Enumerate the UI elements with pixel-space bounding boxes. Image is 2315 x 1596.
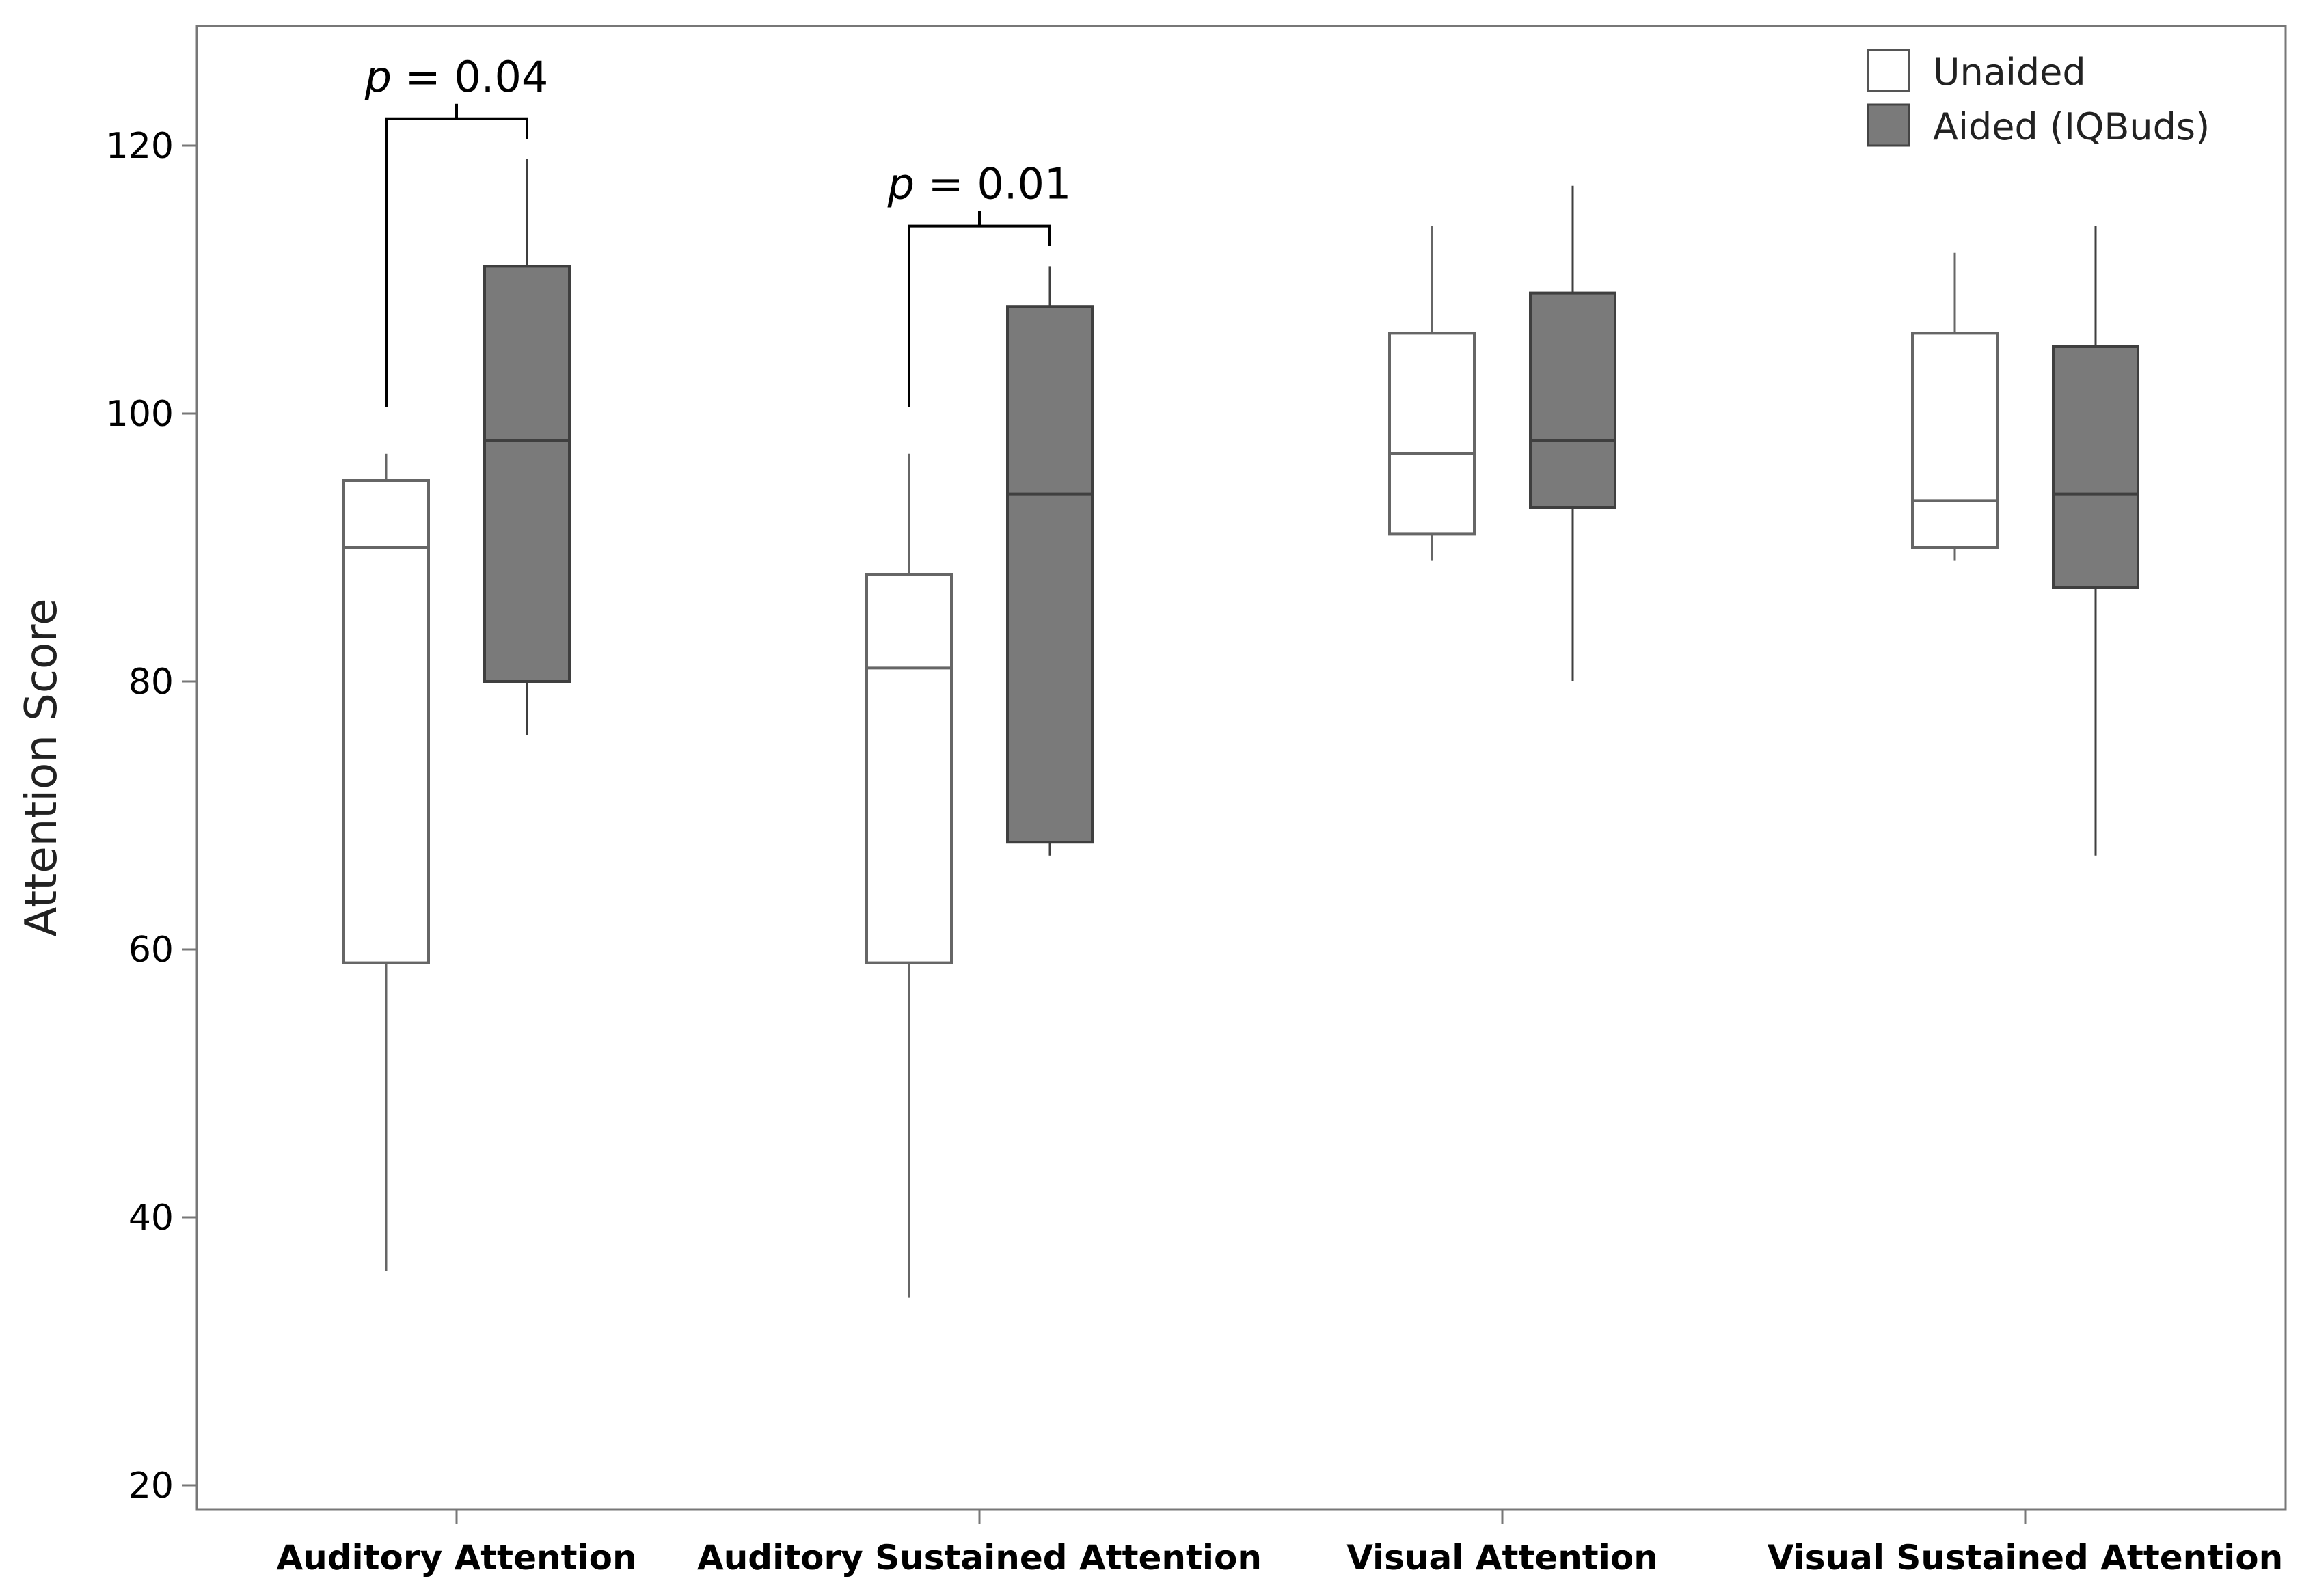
plot-frame — [195, 25, 2287, 1511]
x-category-label: Visual Sustained Attention — [1768, 1538, 2283, 1578]
box-iqr — [1911, 332, 1999, 549]
box-iqr — [1529, 291, 1616, 509]
legend-label-aided: Aided (IQBuds) — [1933, 105, 2210, 148]
box-aided — [483, 159, 571, 735]
p-value: = 0.01 — [915, 159, 1071, 209]
y-tick-label: 120 — [106, 126, 174, 167]
significance-bracket: p = 0.01 — [887, 159, 1072, 407]
y-tick-label: 40 — [128, 1198, 174, 1239]
p-value: = 0.04 — [392, 52, 548, 102]
box-iqr — [483, 265, 571, 683]
legend-swatch-unaided — [1867, 49, 1910, 92]
legend-label-unaided: Unaided — [1933, 51, 2086, 94]
x-category-label: Visual Attention — [1346, 1538, 1658, 1578]
box-iqr — [1006, 305, 1094, 844]
box-iqr — [1388, 332, 1476, 536]
box-iqr — [342, 479, 430, 964]
y-axis: 20 40 60 80 100 120 — [106, 126, 197, 1506]
box-unaided — [865, 453, 953, 1298]
p-symbol: p — [887, 159, 915, 209]
legend-swatch-aided — [1867, 103, 1910, 147]
p-value-label: p = 0.01 — [887, 159, 1072, 209]
y-axis-title: Attention Score — [16, 599, 67, 937]
significance-bracket: p = 0.04 — [364, 52, 549, 407]
x-category-label: Auditory Attention — [276, 1538, 636, 1578]
y-tick-label: 100 — [106, 394, 174, 435]
box-aided — [1006, 266, 1094, 856]
box-unaided — [1388, 226, 1476, 561]
box-unaided — [342, 453, 430, 1271]
box-aided — [2052, 226, 2139, 856]
box-aided — [1529, 185, 1616, 681]
p-value-label: p = 0.04 — [364, 52, 549, 102]
box-iqr — [2052, 345, 2139, 589]
boxes-layer — [342, 159, 2139, 1298]
y-tick-label: 20 — [128, 1465, 174, 1506]
x-category-label: Auditory Sustained Attention — [697, 1538, 1262, 1578]
x-axis: Auditory Attention Auditory Sustained Att… — [276, 1509, 2283, 1578]
box-unaided — [1911, 252, 1999, 561]
p-symbol: p — [364, 52, 392, 102]
significance-annotations: p = 0.04p = 0.01 — [364, 52, 1072, 407]
y-tick-label: 80 — [128, 662, 174, 703]
y-tick-label: 60 — [128, 930, 174, 971]
legend: Unaided Aided (IQBuds) — [1867, 49, 2210, 148]
box-iqr — [865, 573, 953, 964]
